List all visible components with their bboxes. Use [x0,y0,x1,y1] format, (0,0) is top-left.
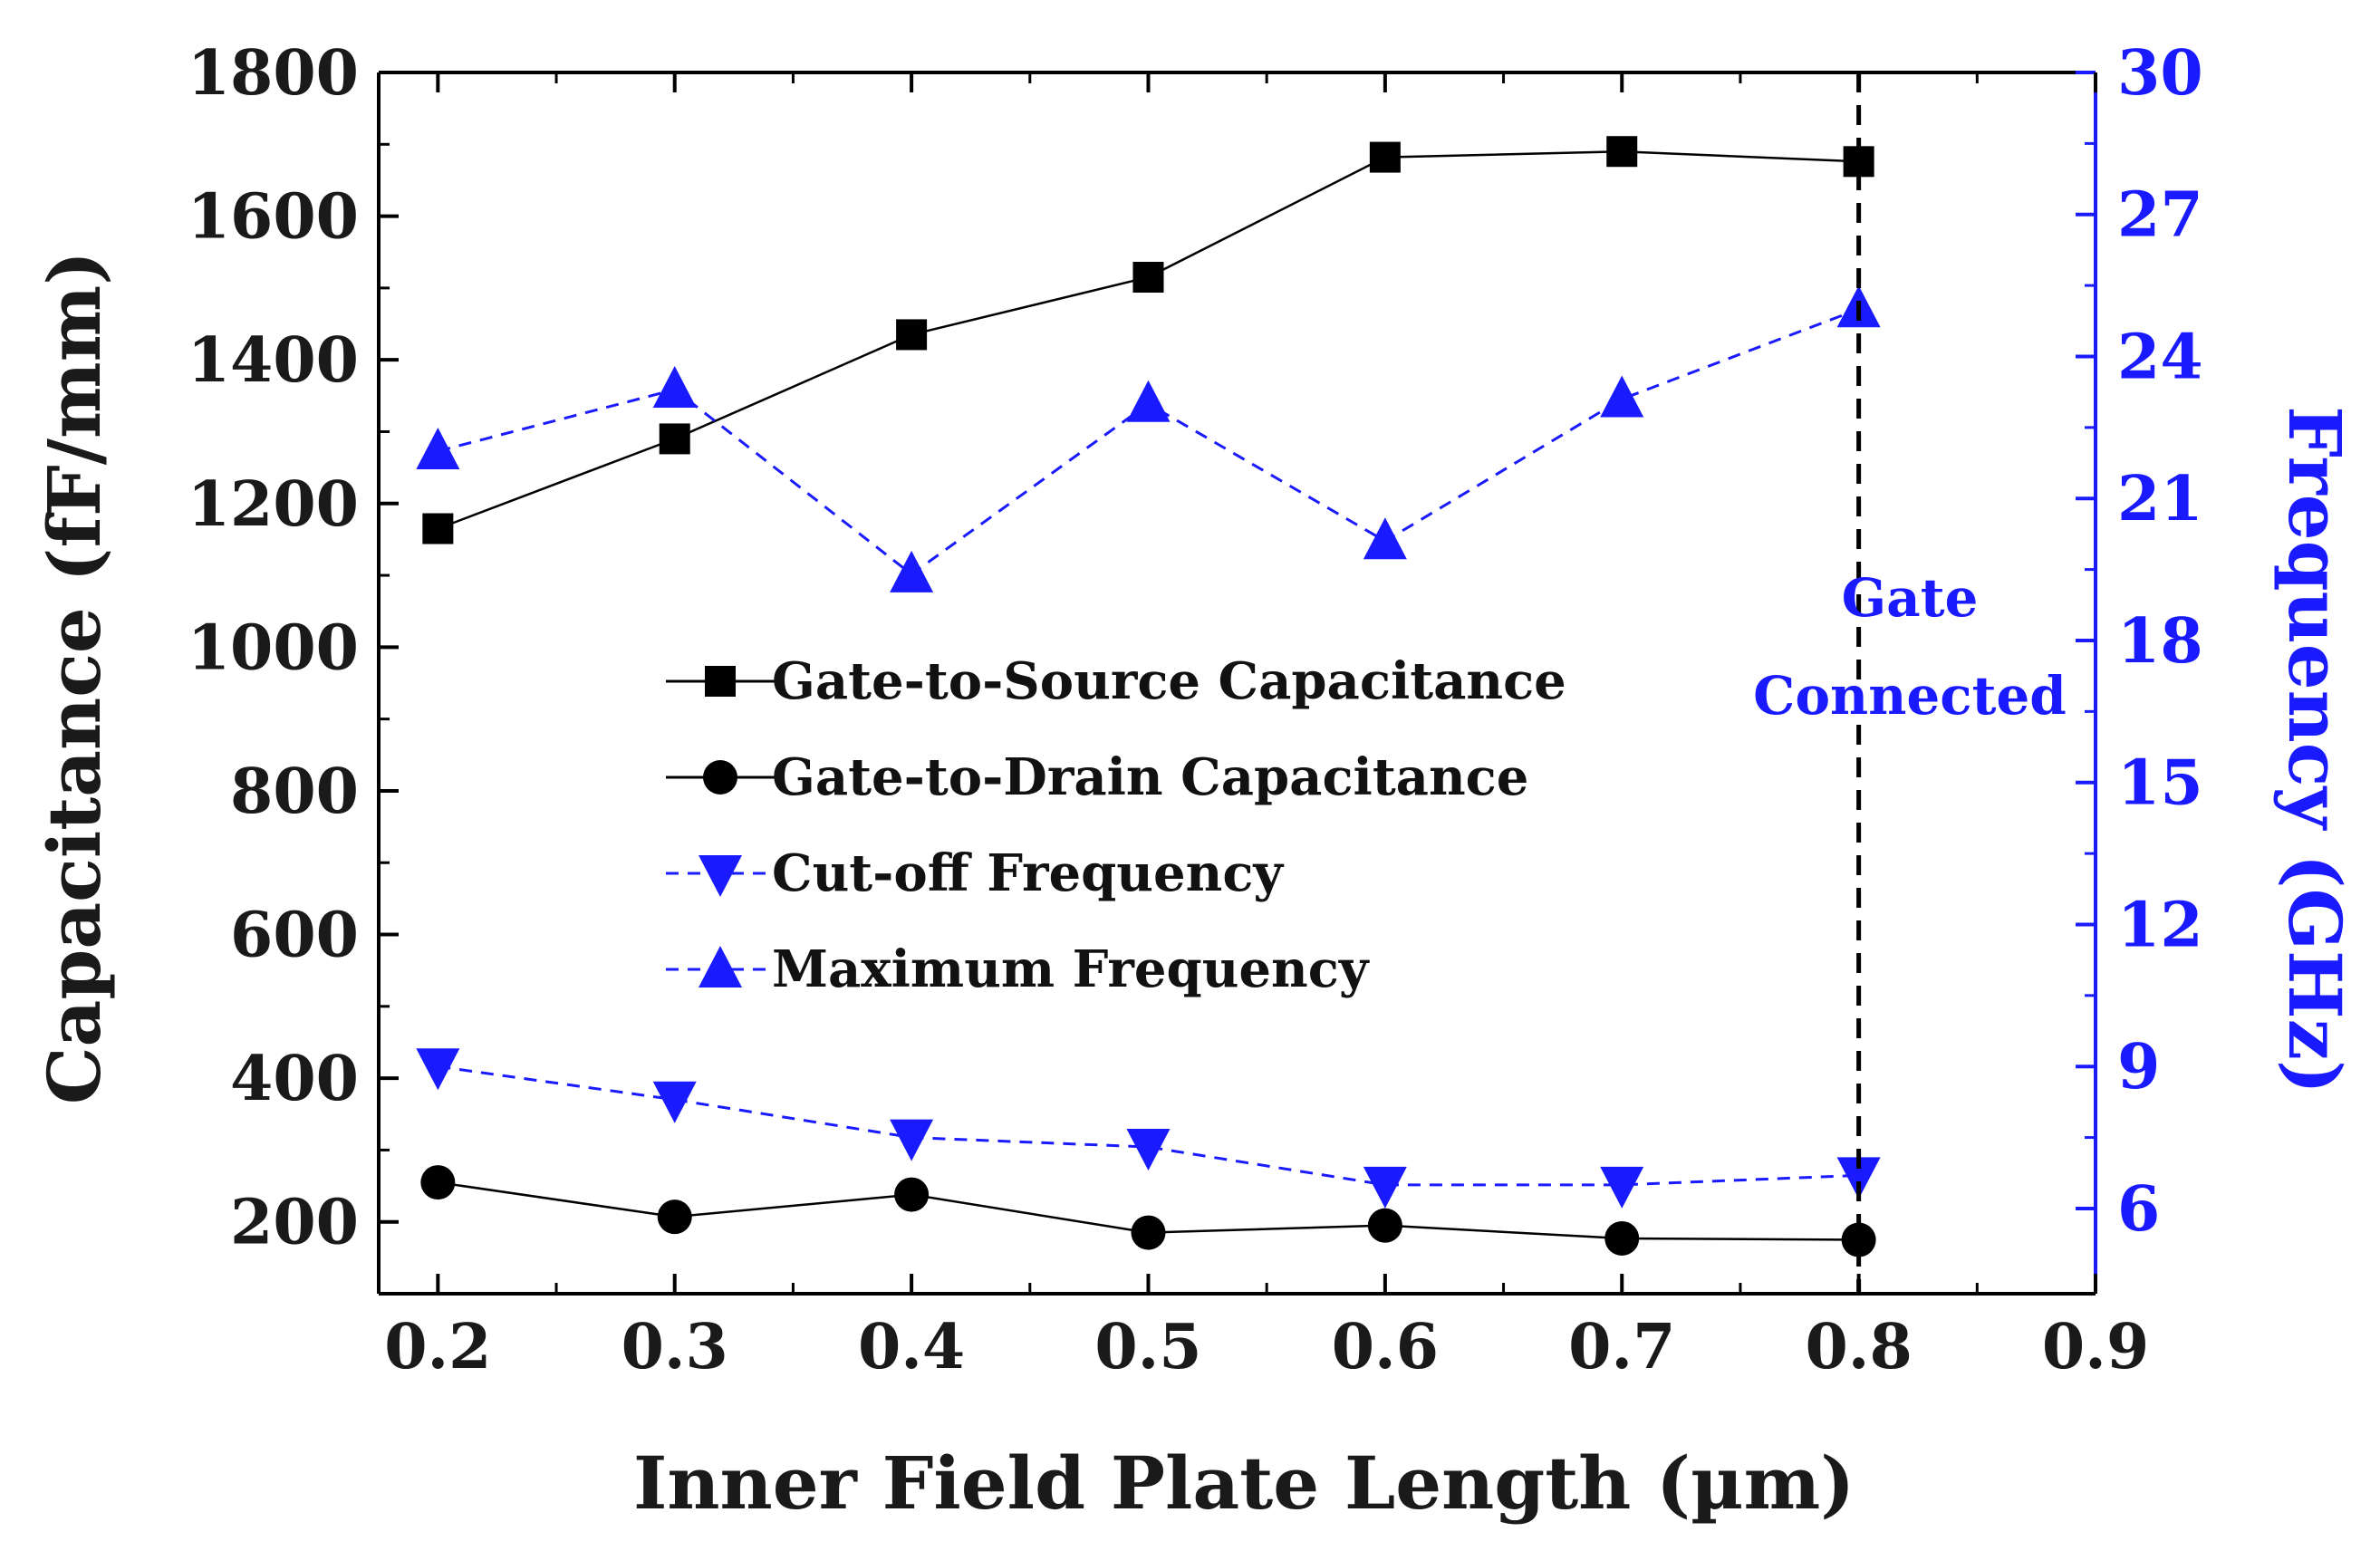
legend-label: Gate-to-Drain Capacitance [772,747,1528,807]
data-point [1131,1215,1166,1250]
series-layer [416,136,1881,1257]
y-left-tick-label: 600 [230,900,359,972]
x-axis-title: Inner Field Plate Length (µm) [633,1440,1855,1526]
data-point [416,1048,460,1091]
legend-item: Cut-off Frequency [666,843,1284,903]
x-tick-label: 0.8 [1805,1311,1912,1383]
y-right-tick-label: 24 [2117,321,2203,393]
legend-label: Gate-to-Source Capacitance [772,651,1566,711]
y-left-tick-label: 800 [230,756,359,828]
data-point [416,427,460,469]
series-cut-off-frequency [416,1048,1881,1209]
y-right-tick-label: 6 [2117,1173,2160,1246]
x-tick-label: 0.9 [2042,1311,2149,1383]
annotation-line-2: Connected [1753,665,2067,727]
series-gate-to-source-capacitance [422,136,1874,544]
x-axis: 0.2 0.3 0.4 0.5 0.6 0.7 0.8 0.9 [384,72,2149,1383]
legend-marker [703,760,737,795]
x-tick-label: 0.7 [1568,1311,1675,1383]
legend-label: Cut-off Frequency [772,843,1284,903]
data-point [894,1177,930,1212]
data-point [1363,517,1407,560]
legend-marker [699,946,742,987]
data-point [1363,1166,1407,1209]
legend-item: Maximum Frequency [666,939,1370,999]
data-point [1600,375,1644,418]
data-point [1600,1166,1644,1209]
legend-label: Maximum Frequency [772,939,1370,999]
y-left-tick-label: 400 [230,1043,359,1115]
y-left-tick-label: 1000 [188,612,359,684]
gate-connected-annotation: Gate Connected [1753,567,2067,727]
data-point [659,423,690,455]
y-right-tick-label: 27 [2117,179,2203,252]
data-point [890,550,934,592]
y-left-tick-label: 1600 [188,181,359,254]
y-right-axis-title: Frequency (GHz) [2272,406,2357,1094]
data-point [422,513,454,544]
series-line [437,307,1860,576]
legend-item: Gate-to-Source Capacitance [666,651,1566,711]
y-left-axis-title: Capacitance (fF/mm) [32,251,117,1104]
legend-marker [705,666,736,697]
data-point [1126,1129,1171,1171]
x-tick-label: 0.4 [858,1311,965,1383]
y-right-tick-label: 21 [2117,463,2203,535]
data-point [1369,141,1401,173]
series-gate-to-drain-capacitance [420,1165,1876,1257]
x-tick-label: 0.2 [384,1311,491,1383]
y-right-tick-label: 12 [2117,889,2203,961]
data-point [657,1199,692,1235]
y-left-tick-label: 1800 [188,37,359,110]
y-left-tick-label: 1200 [188,468,359,541]
series-maximum-frequency [416,285,1881,592]
data-point [1126,380,1171,422]
data-point [1367,1208,1402,1243]
plot-frame [377,71,2097,1296]
right-axis: 6 9 12 15 18 21 24 27 30 [2076,37,2203,1246]
y-left-tick-label: 200 [230,1187,359,1259]
y-right-tick-label: 15 [2117,747,2203,820]
data-point [1606,136,1638,168]
y-right-tick-label: 9 [2117,1031,2160,1103]
data-point [896,319,928,351]
data-point [652,1081,697,1123]
series-line [437,149,1859,530]
y-left-tick-label: 1400 [188,324,359,397]
x-tick-label: 0.6 [1332,1311,1439,1383]
legend-marker [699,855,742,897]
data-point [1841,1222,1876,1257]
data-point [420,1165,456,1200]
x-tick-label: 0.5 [1094,1311,1201,1383]
data-point [1836,1157,1881,1199]
x-tick-label: 0.3 [621,1311,728,1383]
data-point [652,366,697,409]
annotation-line-1: Gate [1842,567,1979,629]
y-right-tick-label: 30 [2117,37,2203,110]
data-point [890,1119,934,1161]
left-axis: 200 400 600 800 1000 1200 1400 1600 1800 [188,37,399,1296]
data-point [1132,261,1164,293]
legend-item: Gate-to-Drain Capacitance [666,747,1528,807]
data-point [1604,1220,1640,1256]
legend: Gate-to-Source Capacitance Gate-to-Drain … [666,651,1566,999]
y-right-tick-label: 18 [2117,605,2203,678]
